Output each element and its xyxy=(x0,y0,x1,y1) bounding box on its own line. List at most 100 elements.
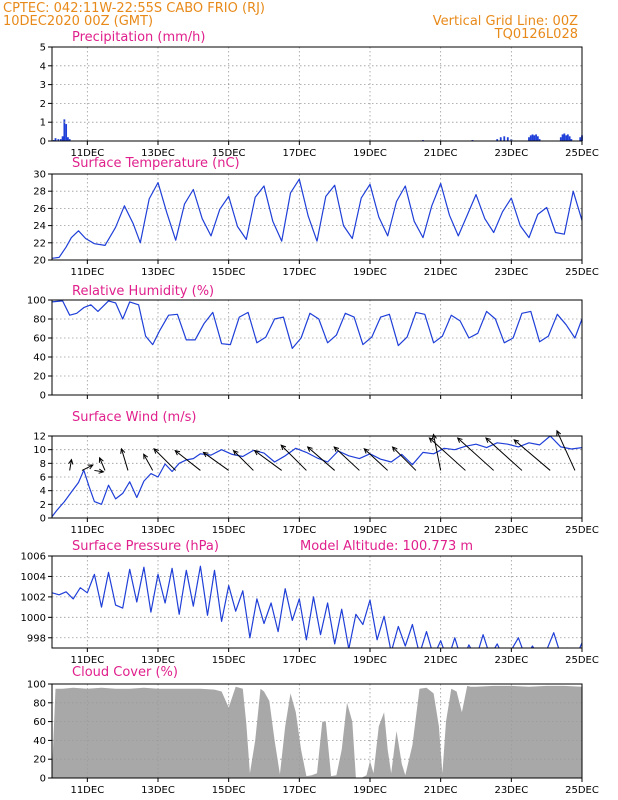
precipitation-title: Precipitation (mm/h) xyxy=(72,30,205,45)
precipitation-xtick-label: 17DEC xyxy=(282,148,316,159)
wind-vector-head xyxy=(143,453,149,460)
cloud-cover-xtick-label: 15DEC xyxy=(212,785,246,796)
wind-vector-shaft xyxy=(203,452,229,471)
surface-temperature-frame xyxy=(51,173,583,261)
surface-pressure-ytick-label: 998 xyxy=(27,633,46,644)
relative-humidity-line xyxy=(52,300,582,349)
surface-wind-xtick-label: 23DEC xyxy=(494,525,528,536)
surface-wind-ytick-label: 4 xyxy=(40,486,46,497)
relative-humidity-ytick-label: 20 xyxy=(33,372,46,383)
precipitation-bar xyxy=(67,137,69,141)
cloud-cover-xtick-label: 17DEC xyxy=(282,785,316,796)
precipitation-ytick-label: 3 xyxy=(40,80,46,91)
precipitation-xtick-label: 23DEC xyxy=(494,148,528,159)
cloud-cover-xtick-label: 11DEC xyxy=(70,785,104,796)
wind-vector-head xyxy=(456,437,463,443)
precipitation-xtick-label: 13DEC xyxy=(141,148,175,159)
wind-vector-head xyxy=(556,429,562,436)
cloud-cover-ytick-label: 0 xyxy=(40,774,46,785)
precipitation-bar xyxy=(65,124,68,141)
surface-pressure-xtick-label: 15DEC xyxy=(212,655,246,666)
surface-temperature-xtick-label: 17DEC xyxy=(282,267,316,278)
surface-wind-ytick-label: 10 xyxy=(33,445,46,456)
surface-pressure-xtick-label: 13DEC xyxy=(141,655,175,666)
cloud-cover-xtick-label: 19DEC xyxy=(353,785,387,796)
surface-wind-ytick-label: 12 xyxy=(33,432,46,443)
wind-vector-shaft xyxy=(99,457,106,471)
precipitation-bar xyxy=(59,139,62,141)
precipitation-ytick-label: 5 xyxy=(40,43,46,54)
surface-pressure-xtick-label: 19DEC xyxy=(353,655,387,666)
wind-vector-shaft xyxy=(392,446,417,471)
wind-vector-head xyxy=(120,447,126,454)
surface-wind-xtick-label: 15DEC xyxy=(212,525,246,536)
precipitation-bar xyxy=(54,138,57,141)
cloud-cover-ytick-label: 80 xyxy=(33,698,46,709)
wind-vector-shaft xyxy=(457,437,495,471)
cloud-cover-ytick-label: 60 xyxy=(33,717,46,728)
surface-pressure-ytick-label: 1000 xyxy=(21,613,46,624)
surface-pressure-xtick-label: 21DEC xyxy=(424,655,458,666)
cloud-cover-xtick-label: 23DEC xyxy=(494,785,528,796)
precipitation-bar xyxy=(536,136,539,141)
relative-humidity-title: Relative Humidity (%) xyxy=(72,284,214,299)
precipitation-bar xyxy=(506,137,509,141)
surface-pressure-xtick-label: 17DEC xyxy=(282,655,316,666)
relative-humidity-ytick-label: 0 xyxy=(40,391,46,402)
wind-vector-head xyxy=(232,449,239,456)
relative-humidity-ytick-label: 80 xyxy=(33,315,46,326)
precipitation-bar xyxy=(566,134,569,141)
wind-vector-head xyxy=(363,448,370,454)
cloud-cover-ytick-label: 100 xyxy=(27,680,46,691)
cloud-cover-xtick-label: 13DEC xyxy=(141,785,175,796)
surface-temperature-line xyxy=(52,178,582,259)
wind-vector-shaft xyxy=(513,439,551,471)
precipitation-ytick-label: 0 xyxy=(40,137,46,148)
surface-temperature-xtick-label: 19DEC xyxy=(353,267,387,278)
surface-temperature-xtick-label: 11DEC xyxy=(70,267,104,278)
wind-vector-shaft xyxy=(69,459,72,471)
surface-wind-title: Surface Wind (m/s) xyxy=(72,410,196,425)
wind-vector-head xyxy=(513,439,520,445)
wind-vector-head xyxy=(391,446,398,452)
cloud-cover-xtick-label: 25DEC xyxy=(565,785,599,796)
precipitation-ytick-label: 2 xyxy=(40,99,46,110)
wind-vector-shaft xyxy=(363,448,389,471)
precipitation-bar xyxy=(529,135,532,141)
wind-vector-shaft xyxy=(153,448,177,471)
precipitation-bar xyxy=(63,119,66,141)
surface-wind-ytick-label: 8 xyxy=(40,459,46,470)
surface-temperature-ytick-label: 22 xyxy=(33,238,46,249)
surface-temperature-xtick-label: 13DEC xyxy=(141,267,175,278)
relative-humidity-ytick-label: 40 xyxy=(33,353,46,364)
surface-wind-xtick-label: 11DEC xyxy=(70,525,104,536)
precipitation-bar xyxy=(68,139,71,141)
surface-temperature-xtick-label: 23DEC xyxy=(494,267,528,278)
surface-wind-xtick-label: 21DEC xyxy=(424,525,458,536)
surface-pressure-title: Surface Pressure (hPa) xyxy=(72,539,219,554)
wind-vector-head xyxy=(431,433,437,440)
precipitation-panel: 0 1 2 3 4 5 11DEC 13DEC 15DEC 17DEC 19DEC 21DEC 23DE… xyxy=(40,30,599,159)
wind-vector-head xyxy=(68,458,74,465)
cloud-cover-area xyxy=(52,685,582,778)
surface-wind-ytick-label: 2 xyxy=(40,500,46,511)
precipitation-xtick-label: 25DEC xyxy=(565,148,599,159)
surface-temperature-ytick-label: 26 xyxy=(33,204,46,215)
surface-pressure-ytick-label: 1006 xyxy=(21,552,46,563)
precipitation-bar xyxy=(561,134,564,141)
precipitation-xtick-label: 11DEC xyxy=(70,148,104,159)
precipitation-bar xyxy=(496,139,499,141)
precipitation-bar xyxy=(531,134,534,141)
cloud-cover-xtick-label: 21DEC xyxy=(424,785,458,796)
surface-temperature-xtick-label: 21DEC xyxy=(424,267,458,278)
precipitation-bar xyxy=(559,137,562,141)
precipitation-bar xyxy=(579,137,582,141)
meteogram-panels: 0 12 3 4 5 11DEC 13DEC 15DEC 17DEC 19DEC 21DEC 23DE… xyxy=(21,30,599,796)
precipitation-bar xyxy=(533,135,536,141)
surface-wind-ytick-label: 0 xyxy=(40,514,46,525)
surface-temperature-xtick-label: 15DEC xyxy=(212,267,246,278)
surface-temperature-ytick-label: 30 xyxy=(33,170,46,181)
surface-temperature-ytick-label: 24 xyxy=(33,221,46,232)
surface-pressure-xtick-label: 11DEC xyxy=(70,655,104,666)
